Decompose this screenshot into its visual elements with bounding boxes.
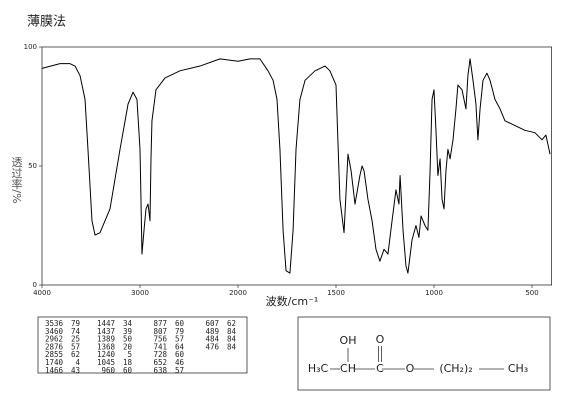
x-tick-label: 2000: [229, 289, 247, 297]
y-tick-label: 50: [28, 162, 37, 170]
peak-transmittance: 74: [71, 327, 81, 336]
peak-wavenumber: 741: [153, 342, 167, 351]
y-tick-label: 0: [33, 281, 37, 289]
x-tick-label: 1500: [327, 289, 345, 297]
x-tick-label: 4000: [33, 289, 51, 297]
x-tick-label: 500: [525, 289, 538, 297]
peak-transmittance: 79: [71, 319, 80, 328]
peak-transmittance: 4: [75, 358, 80, 367]
peak-transmittance: 18: [123, 358, 133, 367]
structure-carbonyl: O: [376, 333, 385, 346]
peak-wavenumber: 3460: [45, 327, 64, 336]
peak-wavenumber: 1045: [97, 358, 115, 367]
structure-group: (CH₂)₂: [439, 362, 472, 375]
peak-transmittance: 57: [175, 335, 184, 344]
plot-frame: [41, 46, 553, 286]
peak-wavenumber: 607: [205, 319, 219, 328]
peak-wavenumber: 1740: [45, 358, 64, 367]
peak-transmittance: 5: [127, 350, 132, 359]
x-axis-label: 波数/cm⁻¹: [266, 295, 319, 308]
peak-wavenumber: 877: [153, 319, 167, 328]
peak-transmittance: 62: [71, 350, 80, 359]
structure-group: C: [376, 362, 384, 375]
peak-wavenumber: 638: [153, 366, 167, 375]
peak-transmittance: 57: [71, 342, 80, 351]
peak-wavenumber: 489: [205, 327, 219, 336]
structure-bonds: [330, 346, 504, 370]
peak-wavenumber: 960: [101, 366, 115, 375]
peak-wavenumber: 2962: [45, 335, 63, 344]
peak-wavenumber: 1447: [97, 319, 115, 328]
peak-wavenumber: 2855: [45, 350, 63, 359]
peak-transmittance: 64: [175, 342, 185, 351]
peak-transmittance: 39: [123, 327, 132, 336]
peak-wavenumber: 484: [205, 335, 219, 344]
peak-wavenumber: 756: [153, 335, 167, 344]
peak-wavenumber: 1240: [97, 350, 116, 359]
peak-wavenumber: 3536: [45, 319, 64, 328]
peak-wavenumber: 2876: [45, 342, 64, 351]
chart-title: 薄膜法: [27, 15, 66, 30]
structure-hydroxyl: OH: [340, 334, 357, 347]
peak-transmittance: 46: [175, 358, 185, 367]
peak-transmittance: 60: [175, 350, 185, 359]
peak-wavenumber: 1437: [97, 327, 115, 336]
peak-transmittance: 57: [175, 366, 184, 375]
peak-wavenumber: 728: [153, 350, 167, 359]
peak-transmittance: 62: [227, 319, 236, 328]
structure-group: H₃C: [308, 362, 329, 375]
peak-wavenumber: 807: [153, 327, 167, 336]
peak-transmittance: 25: [71, 335, 80, 344]
peak-transmittance: 60: [123, 366, 133, 375]
peak-wavenumber: 476: [205, 342, 219, 351]
peak-wavenumber: 1389: [97, 335, 115, 344]
spectrum-line: [41, 58, 551, 274]
y-axis-label: 透过率/%: [10, 156, 23, 203]
peak-wavenumber: 652: [153, 358, 167, 367]
peak-transmittance: 60: [175, 319, 185, 328]
peak-transmittance: 50: [123, 335, 133, 344]
structure-group: O: [406, 362, 415, 375]
structure-box: [297, 316, 551, 391]
peak-transmittance: 20: [123, 342, 133, 351]
x-tick-label: 1000: [425, 289, 443, 297]
x-tick-label: 3000: [131, 289, 149, 297]
peak-transmittance: 43: [71, 366, 80, 375]
peak-wavenumber: 1466: [45, 366, 64, 375]
structure-group: CH₃: [508, 362, 528, 375]
y-tick-label: 100: [24, 43, 37, 51]
peak-transmittance: 84: [227, 335, 237, 344]
structure-group: CH: [340, 362, 356, 375]
peak-table-box: [37, 316, 248, 374]
peak-transmittance: 84: [227, 327, 237, 336]
peak-transmittance: 79: [175, 327, 184, 336]
peak-transmittance: 34: [123, 319, 133, 328]
peak-wavenumber: 1368: [97, 342, 116, 351]
peak-transmittance: 84: [227, 342, 237, 351]
